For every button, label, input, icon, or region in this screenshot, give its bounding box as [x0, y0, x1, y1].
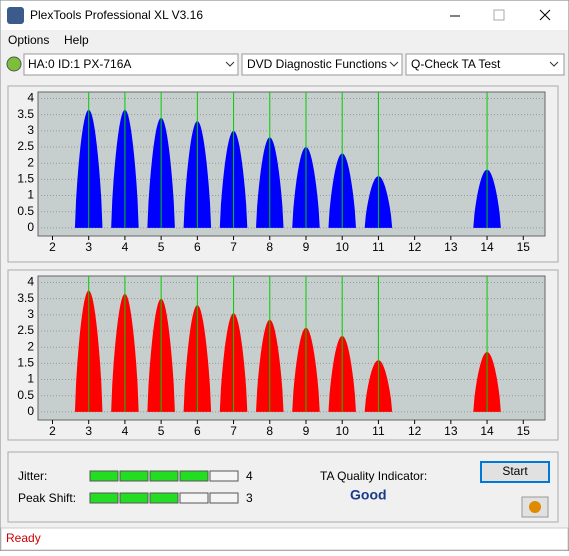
x-tick-label: 13 [444, 424, 458, 438]
level-box [179, 470, 209, 482]
peak-shift-label: Peak Shift: [18, 491, 76, 505]
function-select[interactable] [241, 53, 403, 76]
level-box [119, 470, 149, 482]
level-box [209, 470, 239, 482]
x-tick-label: 12 [408, 424, 422, 438]
x-tick-label: 6 [194, 240, 201, 254]
y-tick-label: 1 [27, 188, 34, 202]
jitter-value: 4 [246, 469, 253, 483]
x-tick-label: 3 [85, 240, 92, 254]
start-label: Start [502, 464, 528, 478]
y-tick-label: 1.5 [17, 356, 34, 370]
level-box [149, 492, 179, 504]
function-text: DVD Diagnostic Functions [247, 57, 387, 71]
x-tick-label: 13 [444, 240, 458, 254]
app-icon [7, 7, 24, 24]
x-tick-label: 14 [480, 240, 494, 254]
x-tick-label: 2 [49, 424, 56, 438]
ta-value: Good [350, 487, 387, 503]
y-tick-label: 4 [27, 275, 34, 289]
x-tick-label: 4 [122, 424, 129, 438]
dropdown-arrows [225, 61, 559, 67]
x-tick-label: 14 [480, 424, 494, 438]
x-tick-label: 9 [303, 240, 310, 254]
close[interactable] [539, 9, 551, 21]
y-tick-label: 0 [27, 220, 34, 234]
y-tick-label: 0 [27, 404, 34, 418]
x-tick-label: 7 [230, 424, 237, 438]
level-box [209, 492, 239, 504]
x-tick-label: 8 [266, 424, 273, 438]
x-tick-label: 7 [230, 240, 237, 254]
x-tick-label: 8 [266, 240, 273, 254]
results-panel [7, 451, 559, 523]
x-tick-label: 5 [158, 424, 165, 438]
x-tick-label: 4 [122, 240, 129, 254]
title-bar [1, 1, 568, 30]
y-tick-label: 2 [27, 155, 34, 169]
test-select[interactable] [405, 53, 565, 76]
drive-select[interactable] [23, 53, 239, 76]
x-tick-label: 11 [372, 424, 385, 438]
maximize[interactable] [493, 9, 505, 21]
level-box [149, 470, 179, 482]
x-tick-label: 12 [408, 240, 422, 254]
x-tick-label: 11 [372, 240, 385, 254]
x-tick-label: 10 [336, 424, 350, 438]
y-tick-label: 3.5 [17, 107, 34, 121]
y-tick-label: 0.5 [17, 388, 34, 402]
x-tick-label: 15 [517, 240, 531, 254]
x-tick-label: 10 [336, 240, 350, 254]
peak-shift-value: 3 [246, 491, 253, 505]
x-tick-label: 6 [194, 424, 201, 438]
x-tick-label: 5 [158, 240, 165, 254]
level-box [119, 492, 149, 504]
x-tick-label: 15 [517, 424, 531, 438]
menu-item[interactable]: Options [8, 33, 49, 47]
y-tick-label: 4 [27, 91, 34, 105]
start-button[interactable] [480, 461, 550, 483]
window-title: PlexTools Professional XL V3.16 [30, 8, 203, 22]
menu-item[interactable]: Help [64, 33, 89, 47]
drive-text: HA:0 ID:1 PX-716A [28, 57, 131, 71]
level-box [89, 492, 119, 504]
x-tick-label: 9 [303, 424, 310, 438]
ta-label: TA Quality Indicator: [320, 469, 427, 483]
status-bar [0, 527, 569, 551]
y-tick-label: 3 [27, 123, 34, 137]
x-tick-label: 3 [85, 424, 92, 438]
y-tick-label: 3 [27, 307, 34, 321]
x-tick-label: 2 [49, 240, 56, 254]
test-text: Q-Check TA Test [411, 57, 501, 71]
level-box [179, 492, 209, 504]
drive-icon [6, 56, 22, 72]
y-tick-label: 1 [27, 372, 34, 386]
info-icon [529, 501, 541, 513]
y-tick-label: 3.5 [17, 291, 34, 305]
y-tick-label: 1.5 [17, 172, 34, 186]
y-tick-label: 2.5 [17, 139, 34, 153]
y-tick-label: 0.5 [17, 204, 34, 218]
y-tick-label: 2.5 [17, 323, 34, 337]
status-text: Ready [6, 531, 41, 545]
y-tick-label: 2 [27, 339, 34, 353]
level-box [89, 470, 119, 482]
jitter-label: Jitter: [18, 469, 47, 483]
